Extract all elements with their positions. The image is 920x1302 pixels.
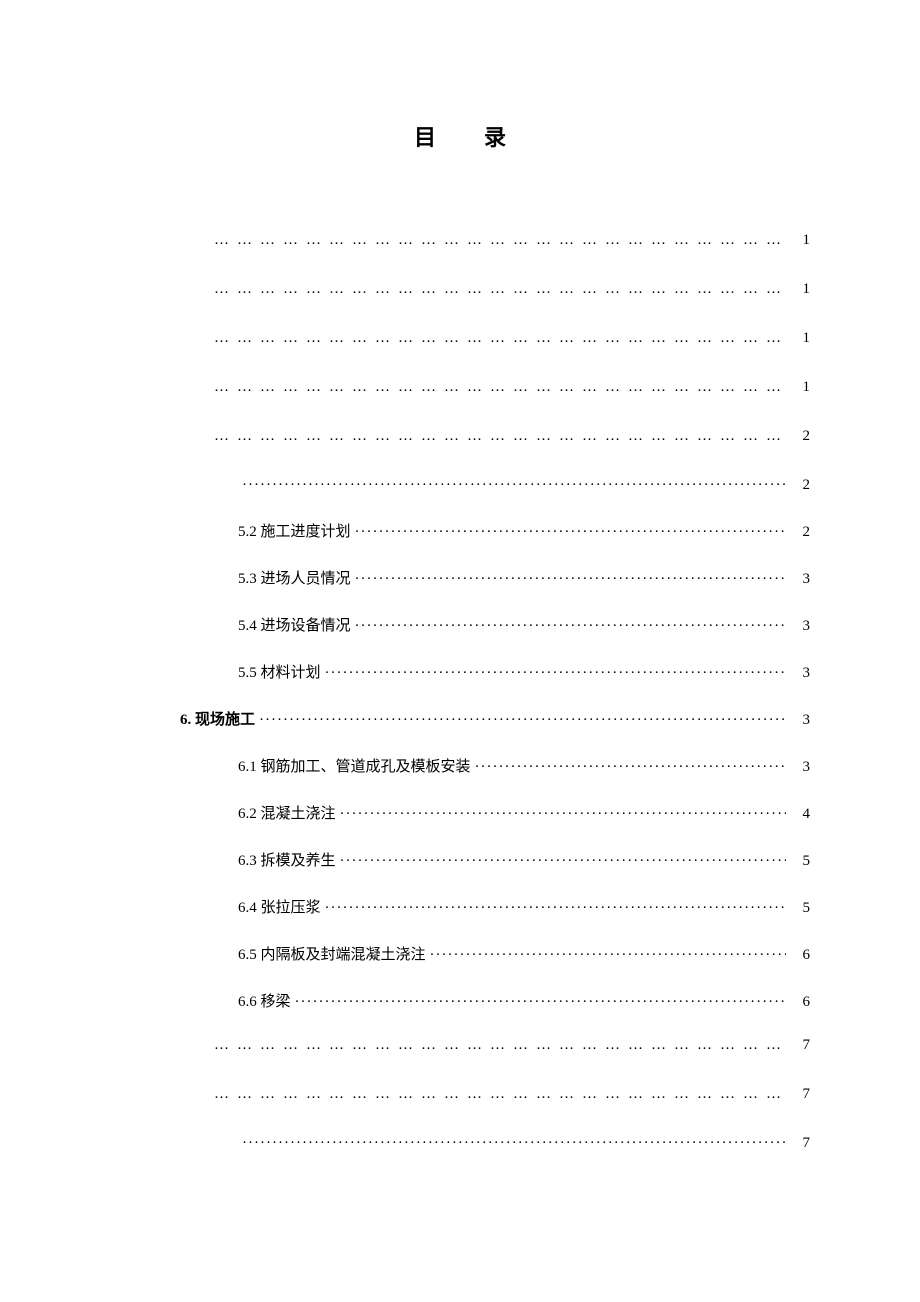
toc-page-number: 3 (790, 759, 810, 776)
toc-entry-label: 6.4 张拉压浆 (238, 896, 321, 917)
toc-entry: ········································… (110, 477, 810, 494)
toc-leader: ········································… (259, 712, 786, 729)
toc-entry: 5.3 进场人员情况······························… (110, 567, 810, 588)
toc-leader: …………………………………………………………………………………………………………… (214, 379, 786, 396)
toc-page-number: 3 (790, 665, 810, 682)
toc-leader: ········································… (355, 618, 786, 635)
toc-leader: ········································… (340, 853, 786, 870)
toc-container: …………………………………………………………………………………………………………… (110, 232, 810, 1152)
toc-leader: ········································… (355, 571, 786, 588)
toc-leader: …………………………………………………………………………………………………………… (214, 281, 786, 298)
toc-leader: …………………………………………………………………………………………………………… (214, 232, 786, 249)
toc-entry-label: 5.5 材料计划 (238, 661, 321, 682)
toc-leader: ········································… (242, 477, 786, 494)
toc-entry: 6.5 内隔板及封端混凝土浇注·························… (110, 943, 810, 964)
toc-entry: 6. 现场施工·································… (110, 708, 810, 729)
toc-entry: …………………………………………………………………………………………………………… (110, 1037, 810, 1054)
toc-entry: 5.5 材料计划································… (110, 661, 810, 682)
toc-entry-label: 6.6 移梁 (238, 990, 291, 1011)
toc-leader: ········································… (340, 806, 786, 823)
toc-entry-label: 6.5 内隔板及封端混凝土浇注 (238, 943, 426, 964)
toc-leader: ········································… (355, 524, 786, 541)
toc-page-number: 2 (790, 524, 810, 541)
toc-leader: ········································… (242, 1135, 786, 1152)
toc-page-number: 7 (790, 1037, 810, 1054)
toc-page-number: 1 (790, 330, 810, 347)
toc-leader: ········································… (295, 994, 786, 1011)
toc-leader: ········································… (430, 947, 786, 964)
toc-entry: 5.2 施工进度计划······························… (110, 520, 810, 541)
toc-entry-label: 5.3 进场人员情况 (238, 567, 351, 588)
toc-leader: …………………………………………………………………………………………………………… (214, 1037, 786, 1054)
toc-entry-label: 5.2 施工进度计划 (238, 520, 351, 541)
toc-leader: ········································… (325, 900, 786, 917)
toc-page-number: 6 (790, 947, 810, 964)
toc-entry: 6.3 拆模及养生·······························… (110, 849, 810, 870)
toc-entry: 6.6 移梁··································… (110, 990, 810, 1011)
toc-page-number: 5 (790, 853, 810, 870)
toc-page-number: 1 (790, 281, 810, 298)
toc-page-number: 1 (790, 232, 810, 249)
toc-entry-label: 6.1 钢筋加工、管道成孔及模板安装 (238, 755, 471, 776)
toc-entry: ········································… (110, 1135, 810, 1152)
toc-page-number: 7 (790, 1086, 810, 1103)
toc-entry: 6.4 张拉压浆································… (110, 896, 810, 917)
toc-entry: …………………………………………………………………………………………………………… (110, 1086, 810, 1103)
toc-leader: ········································… (475, 759, 786, 776)
toc-entry-label: 5.4 进场设备情况 (238, 614, 351, 635)
toc-page-number: 2 (790, 428, 810, 445)
toc-entry: …………………………………………………………………………………………………………… (110, 330, 810, 347)
toc-entry: 6.2 混凝土浇注·······························… (110, 802, 810, 823)
toc-leader: …………………………………………………………………………………………………………… (214, 330, 786, 347)
toc-page-number: 2 (790, 477, 810, 494)
document-page: 目录 …………………………………………………………………………………………………… (0, 0, 920, 1238)
toc-page-number: 7 (790, 1135, 810, 1152)
toc-page-number: 3 (790, 571, 810, 588)
toc-page-number: 4 (790, 806, 810, 823)
toc-page-number: 5 (790, 900, 810, 917)
toc-entry: …………………………………………………………………………………………………………… (110, 281, 810, 298)
toc-entry: …………………………………………………………………………………………………………… (110, 428, 810, 445)
toc-entry-label: 6.3 拆模及养生 (238, 849, 336, 870)
toc-leader: ········································… (325, 665, 786, 682)
toc-entry: 5.4 进场设备情况······························… (110, 614, 810, 635)
toc-entry-label: 6. 现场施工 (180, 708, 255, 729)
toc-entry-label: 6.2 混凝土浇注 (238, 802, 336, 823)
toc-leader: …………………………………………………………………………………………………………… (214, 1086, 786, 1103)
toc-title: 目录 (110, 120, 810, 152)
toc-page-number: 6 (790, 994, 810, 1011)
toc-leader: …………………………………………………………………………………………………………… (214, 428, 786, 445)
toc-page-number: 1 (790, 379, 810, 396)
toc-entry: …………………………………………………………………………………………………………… (110, 232, 810, 249)
toc-page-number: 3 (790, 618, 810, 635)
toc-entry: 6.1 钢筋加工、管道成孔及模板安装······················… (110, 755, 810, 776)
toc-page-number: 3 (790, 712, 810, 729)
toc-entry: …………………………………………………………………………………………………………… (110, 379, 810, 396)
